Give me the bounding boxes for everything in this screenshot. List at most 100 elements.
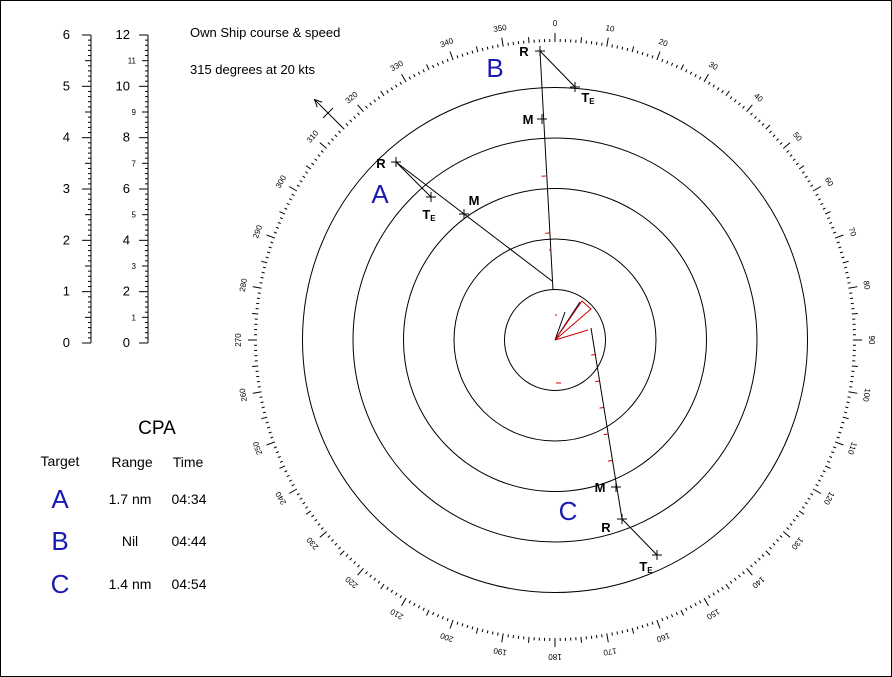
bearing-tick (345, 123, 349, 126)
bearing-tick (746, 104, 753, 113)
bearing-tick (786, 527, 790, 530)
bearing-tick (833, 231, 837, 234)
bearing-tick (471, 50, 474, 54)
bearing-tick (847, 396, 851, 398)
bearing-tick (842, 260, 849, 264)
bearing-tick (262, 411, 266, 414)
bearing-tick (380, 583, 385, 590)
own-ship-value: 315 degrees at 20 kts (190, 62, 316, 77)
bearing-label: 50 (791, 130, 804, 143)
bearing-tick (268, 246, 272, 249)
bearing-tick (252, 391, 262, 394)
own-ship-heading-arrowhead (313, 98, 323, 108)
bearing-tick (750, 564, 753, 568)
bearing-tick (716, 589, 720, 593)
bearing-label: 80 (861, 280, 872, 291)
bearing-tick (456, 55, 459, 59)
bearing-tick (268, 431, 272, 434)
bearing-tick (611, 44, 613, 48)
bearing-tick (666, 616, 669, 620)
bearing-tick (721, 586, 724, 590)
bearing-tick (606, 633, 609, 643)
bearing-tick (441, 616, 444, 620)
bearing-label: 210 (388, 606, 405, 621)
bearing-tick (829, 455, 833, 459)
bearing-tick (261, 260, 268, 264)
target-c-vector-tick (599, 407, 604, 409)
bearing-tick (357, 564, 360, 568)
bearing-tick (252, 365, 259, 367)
bearing-tick (291, 484, 295, 487)
bearing-tick (377, 96, 381, 100)
bearing-tick (616, 45, 619, 49)
bearing-tick (449, 619, 454, 629)
bearing-tick (446, 58, 449, 62)
bearing-tick (729, 580, 733, 584)
own-ship-heading-tick (322, 107, 334, 119)
bearing-tick (422, 69, 425, 73)
bearing-tick (820, 202, 824, 206)
right-scale-label: 2 (123, 284, 130, 299)
bearing-tick (288, 186, 298, 192)
target-label-a: A (371, 179, 389, 209)
bearing-tick (847, 282, 851, 284)
right-scale-label: 0 (123, 335, 130, 350)
bearing-label: 60 (823, 176, 836, 189)
bearing-tick (761, 554, 765, 557)
bearing-tick (284, 470, 288, 473)
bearing-tick (738, 574, 741, 578)
target-label-b: B (486, 53, 503, 83)
bearing-tick (772, 542, 776, 546)
radar-plot: 0 10 20 30 40 50 60 70 80 90 100 110 120 130 140 150 160… (234, 19, 876, 661)
left-scale-label: 6 (63, 27, 70, 42)
cpa-row-time: 04:54 (171, 576, 206, 592)
own-ship-vector (554, 311, 566, 341)
bearing-tick (580, 37, 582, 44)
bearing-tick (320, 150, 324, 153)
bearing-tick (685, 607, 688, 611)
bearing-tick (288, 198, 293, 201)
cpa-header-range: Range (111, 454, 152, 470)
bearing-tick (373, 99, 377, 103)
bearing-tick (338, 546, 341, 550)
bearing-tick (267, 426, 271, 429)
bearing-tick (259, 396, 263, 398)
bearing-tick (408, 600, 411, 604)
left-scale-label: 1 (63, 284, 70, 299)
bearing-tick (742, 571, 745, 575)
bearing-tick (689, 71, 693, 75)
bearing-tick (466, 624, 469, 628)
bearing-tick (266, 441, 276, 446)
bearing-tick (319, 142, 328, 149)
bearing-tick (266, 234, 276, 239)
bearing-tick (621, 46, 624, 50)
marker-te: TE (422, 207, 436, 223)
bearing-tick (265, 421, 269, 424)
bearing-tick (426, 609, 430, 616)
bearing-tick (838, 246, 842, 249)
target-c-vector-tick (591, 354, 596, 356)
bearing-tick (441, 60, 444, 64)
bearing-tick (349, 119, 353, 123)
bearing-tick (399, 595, 402, 599)
bearing-label: 220 (343, 574, 359, 590)
bearing-tick (481, 47, 484, 51)
bearing-tick (461, 53, 464, 57)
marker-m: M (523, 112, 534, 127)
bearing-tick (807, 180, 811, 183)
marker-m: M (595, 480, 606, 495)
bearing-tick (699, 600, 702, 604)
bearing-label: 30 (707, 60, 720, 73)
bearing-tick (839, 251, 843, 254)
bearing-tick (716, 87, 720, 91)
bearing-tick (839, 426, 843, 429)
cpa-title: CPA (138, 418, 176, 439)
bearing-tick (680, 609, 684, 616)
bearing-tick (279, 217, 283, 220)
bearing-tick (390, 589, 394, 593)
bearing-tick (804, 501, 808, 505)
bearing-tick (491, 45, 494, 49)
bearing-tick (270, 436, 274, 439)
bearing-tick (656, 51, 661, 61)
bearing-tick (694, 73, 697, 78)
